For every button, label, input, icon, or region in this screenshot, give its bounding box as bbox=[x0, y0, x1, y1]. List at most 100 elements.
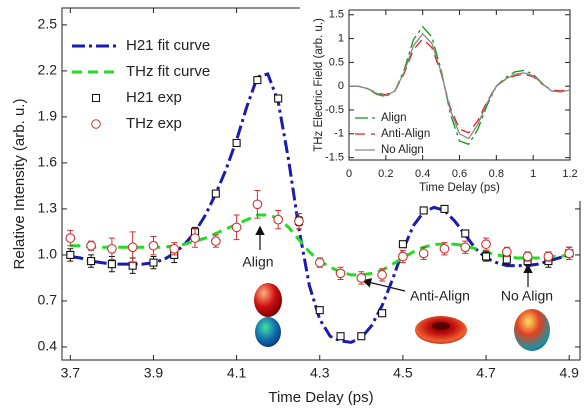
molecule-icons bbox=[254, 283, 550, 351]
y-tick-label: 2.2 bbox=[38, 62, 58, 78]
data-point bbox=[107, 243, 117, 254]
data-point bbox=[336, 332, 345, 341]
anti-align-hole bbox=[432, 322, 450, 330]
x-tick-label: 3.9 bbox=[144, 365, 164, 381]
y-tick-label: 1.3 bbox=[38, 200, 58, 216]
x-tick-label: 4.3 bbox=[310, 365, 330, 381]
data-point bbox=[66, 250, 75, 259]
y-tick-label: -0.5 bbox=[325, 104, 344, 116]
data-point bbox=[481, 252, 491, 261]
y-tick-label: 1.0 bbox=[38, 246, 58, 262]
data-point bbox=[461, 229, 470, 238]
y-tick-label: -1 bbox=[334, 128, 344, 140]
x-tick-label: 3.7 bbox=[61, 365, 81, 381]
plot: 3.7 3.9 4.1 4.3 4.5 4.7 4.9 0.4 0.7 1.0 1.3 1.6 1.9 2… bbox=[11, 7, 581, 406]
data-point bbox=[87, 257, 96, 266]
legend-swatch bbox=[91, 119, 101, 129]
data-point bbox=[211, 189, 220, 198]
annotation: Align bbox=[242, 254, 273, 270]
arrow bbox=[361, 278, 406, 292]
data-point bbox=[315, 306, 324, 315]
data-point bbox=[149, 258, 158, 267]
data-point bbox=[440, 204, 449, 213]
x-tick-label: 0.6 bbox=[452, 168, 467, 180]
y-tick-label: 2.5 bbox=[38, 16, 58, 32]
data-point bbox=[252, 199, 263, 210]
data-point bbox=[253, 76, 262, 85]
x-tick-label: 0.4 bbox=[415, 168, 430, 180]
legend: H21 fit curve THz fit curve H21 exp THz exp bbox=[72, 37, 210, 132]
y-axis-title: THz Electric Field (arb. u.) bbox=[313, 18, 325, 152]
data-point bbox=[419, 206, 428, 215]
x-tick-label: 1 bbox=[530, 168, 536, 180]
align-molecule-top bbox=[254, 283, 282, 317]
data-point bbox=[543, 251, 554, 262]
align-molecule-bottom bbox=[255, 317, 281, 347]
data-point bbox=[460, 242, 471, 253]
inset-background bbox=[300, 3, 583, 201]
data-point bbox=[398, 240, 407, 249]
legend-label: No Align bbox=[381, 144, 424, 156]
data-point bbox=[294, 216, 304, 227]
data-point bbox=[148, 240, 159, 251]
data-point bbox=[378, 309, 387, 318]
legend-label: Align bbox=[381, 112, 407, 124]
legend-label: Anti-Align bbox=[381, 128, 430, 140]
data-point bbox=[418, 248, 429, 259]
data-point bbox=[274, 94, 283, 103]
data-point bbox=[357, 332, 366, 341]
series-line bbox=[349, 32, 571, 140]
y-tick-label: 1.5 bbox=[329, 9, 344, 21]
plot: 0 0.2 0.4 0.6 0.8 1 1.2 -1.5 -1 -0.5 0 0.5 1 1.5 Time … bbox=[300, 3, 583, 201]
legend-label: THz exp bbox=[126, 115, 182, 132]
data-point bbox=[65, 233, 76, 243]
annotation: Anti-Align bbox=[410, 288, 470, 304]
x-tick-label: 4.5 bbox=[393, 365, 413, 381]
x-tick-label: 4.1 bbox=[227, 365, 247, 381]
data-point bbox=[273, 214, 284, 225]
x-axis-title: Time Delay (ps) bbox=[268, 389, 373, 406]
y-tick-label: 0.4 bbox=[38, 338, 58, 354]
legend: Align Anti-Align No Align bbox=[355, 112, 430, 156]
data-point bbox=[564, 248, 575, 259]
legend-label: H21 exp bbox=[126, 89, 182, 106]
x-tick-label: 0.2 bbox=[378, 168, 393, 180]
x-tick-label: 0 bbox=[346, 168, 352, 180]
y-tick-label: 1.9 bbox=[38, 108, 58, 124]
data-point bbox=[107, 260, 116, 269]
y-tick-label: 0 bbox=[338, 80, 344, 92]
data-point bbox=[231, 222, 242, 233]
data-point bbox=[502, 255, 511, 264]
data-point bbox=[439, 243, 450, 254]
data-point bbox=[127, 242, 138, 253]
data-point bbox=[86, 240, 96, 251]
x-tick-label: 0.8 bbox=[489, 168, 504, 180]
y-tick-label: -1.5 bbox=[325, 152, 344, 164]
data-point bbox=[522, 251, 533, 262]
legend-label: H21 fit curve bbox=[126, 37, 210, 54]
y-tick-label: 0.5 bbox=[329, 56, 344, 68]
data-point bbox=[210, 236, 221, 246]
legend-label: THz fit curve bbox=[126, 63, 210, 80]
arrows bbox=[255, 225, 533, 292]
x-axis-title: Time Delay (ps) bbox=[419, 182, 500, 194]
x-tick-label: 1.2 bbox=[562, 168, 577, 180]
data-point bbox=[377, 270, 387, 280]
legend-swatch bbox=[92, 94, 100, 102]
x-tick-label: 4.7 bbox=[476, 365, 496, 381]
series-line bbox=[349, 25, 571, 146]
annotation: No Align bbox=[501, 288, 553, 304]
data-point bbox=[128, 261, 137, 270]
data-point bbox=[501, 247, 512, 257]
y-tick-label: 0.7 bbox=[38, 292, 58, 308]
data-point bbox=[190, 233, 200, 243]
y-axis-title: Relative Intensity (arb. u.) bbox=[11, 99, 28, 270]
data-point bbox=[232, 138, 241, 148]
data-point bbox=[169, 243, 180, 254]
data-point bbox=[356, 273, 367, 283]
data-point bbox=[481, 239, 491, 250]
data-point bbox=[314, 257, 325, 268]
no-align-molecule bbox=[514, 309, 550, 351]
